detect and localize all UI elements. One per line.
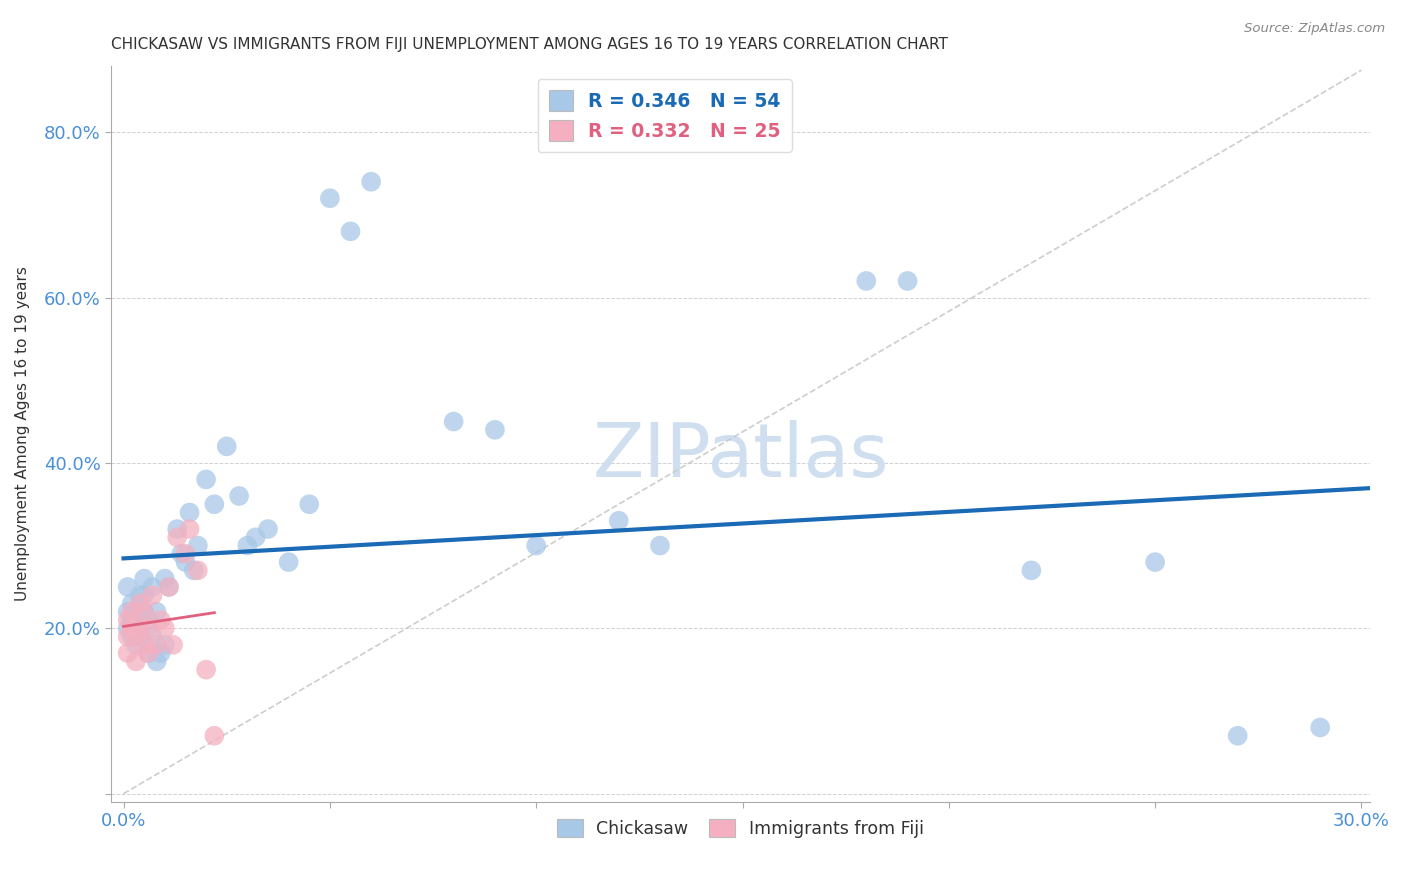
Point [141,588,163,602]
Text: ZIPatlas: ZIPatlas [592,419,889,492]
Point [896,274,918,288]
Point [125,605,148,619]
Legend: Chickasaw, Immigrants from Fiji: Chickasaw, Immigrants from Fiji [550,812,931,845]
Point [153,621,176,635]
Point [134,588,156,602]
Point [134,605,156,619]
Point [121,605,143,619]
Point [134,572,156,586]
Point [117,613,139,627]
Point [484,423,506,437]
Point [277,555,299,569]
Point [195,472,218,486]
Point [443,415,465,429]
Point [1226,729,1249,743]
Point [149,613,172,627]
Point [136,646,159,660]
Point [855,274,877,288]
Point [129,597,152,611]
Point [136,613,159,627]
Point [141,630,163,644]
Point [319,191,342,205]
Point [157,580,180,594]
Point [157,580,180,594]
Point [134,605,156,619]
Point [339,224,361,238]
Point [145,638,167,652]
Point [129,621,152,635]
Point [121,613,143,627]
Point [236,539,259,553]
Text: Source: ZipAtlas.com: Source: ZipAtlas.com [1244,22,1385,36]
Point [524,539,547,553]
Point [183,563,205,577]
Point [125,630,148,644]
Point [145,654,167,668]
Point [166,530,188,544]
Point [125,654,148,668]
Point [117,621,139,635]
Point [141,580,163,594]
Point [202,497,225,511]
Point [1309,721,1331,735]
Point [187,539,209,553]
Point [162,638,184,652]
Text: CHICKASAW VS IMMIGRANTS FROM FIJI UNEMPLOYMENT AMONG AGES 16 TO 19 YEARS CORRELA: CHICKASAW VS IMMIGRANTS FROM FIJI UNEMPL… [111,37,948,53]
Point [129,588,152,602]
Point [195,663,218,677]
Point [1144,555,1167,569]
Point [179,506,201,520]
Point [117,646,139,660]
Point [179,522,201,536]
Point [298,497,321,511]
Point [1021,563,1043,577]
Point [202,729,225,743]
Point [121,597,143,611]
Point [174,555,197,569]
Point [149,646,172,660]
Point [648,539,671,553]
Point [607,514,630,528]
Point [125,638,148,652]
Point [257,522,280,536]
Point [170,547,193,561]
Point [153,638,176,652]
Point [145,605,167,619]
Point [228,489,250,503]
Point [129,630,152,644]
Point [125,621,148,635]
Point [121,621,143,635]
Point [360,175,382,189]
Point [215,439,238,453]
Point [117,605,139,619]
Point [245,530,267,544]
Point [136,621,159,635]
Point [117,630,139,644]
Y-axis label: Unemployment Among Ages 16 to 19 years: Unemployment Among Ages 16 to 19 years [15,267,30,601]
Point [136,646,159,660]
Point [117,580,139,594]
Point [121,630,143,644]
Point [166,522,188,536]
Point [153,572,176,586]
Point [134,638,156,652]
Point [174,547,197,561]
Point [129,613,152,627]
Point [187,563,209,577]
